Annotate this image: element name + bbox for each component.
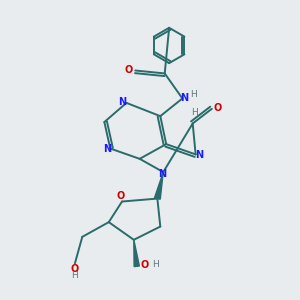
Polygon shape — [154, 172, 163, 199]
Text: N: N — [118, 97, 127, 107]
Text: O: O — [141, 260, 149, 270]
Text: N: N — [195, 150, 203, 160]
Text: H: H — [190, 90, 197, 99]
Text: N: N — [180, 93, 188, 103]
Text: O: O — [125, 65, 133, 75]
Text: O: O — [70, 264, 79, 274]
Text: N: N — [159, 169, 167, 178]
Polygon shape — [134, 240, 140, 267]
Text: H: H — [191, 108, 197, 117]
Text: H: H — [152, 260, 158, 269]
Text: O: O — [116, 191, 125, 201]
Text: O: O — [214, 103, 222, 113]
Text: H: H — [71, 271, 78, 280]
Text: N: N — [103, 144, 111, 154]
